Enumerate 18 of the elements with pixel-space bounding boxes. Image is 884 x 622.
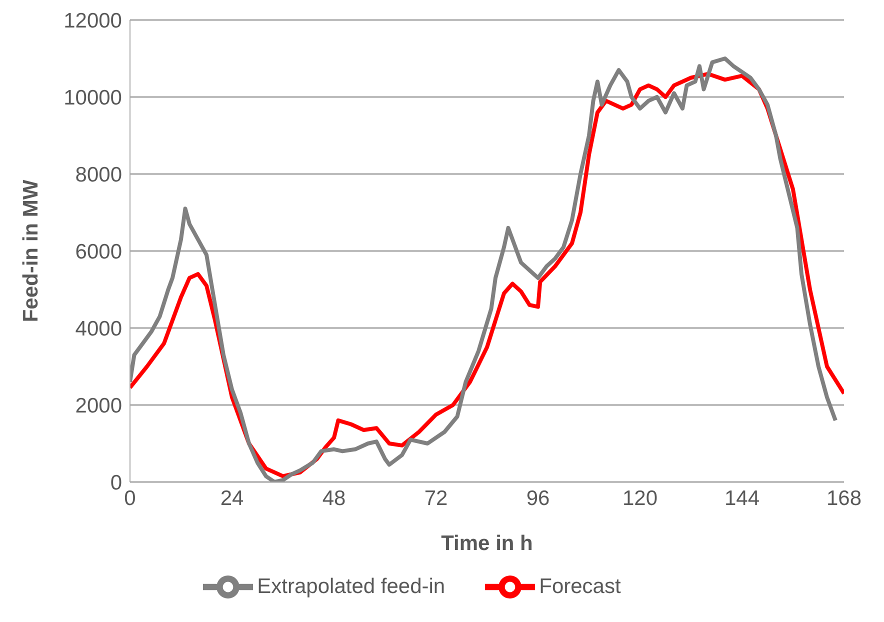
x-tick-label: 72 bbox=[424, 486, 448, 510]
x-tick-label: 168 bbox=[826, 486, 862, 510]
x-tick-label: 24 bbox=[220, 486, 244, 510]
x-tick-label: 48 bbox=[322, 486, 346, 510]
y-tick-label: 8000 bbox=[75, 163, 122, 186]
x-tick-label: 120 bbox=[622, 486, 658, 510]
legend-label: Forecast bbox=[539, 574, 621, 598]
y-tick-label: 12000 bbox=[64, 9, 122, 32]
y-tick-label: 0 bbox=[110, 471, 122, 494]
legend-label: Extrapolated feed-in bbox=[257, 574, 446, 598]
y-tick-label: 10000 bbox=[64, 86, 122, 110]
x-tick-label: 96 bbox=[526, 486, 550, 510]
y-tick-label: 4000 bbox=[75, 317, 122, 340]
x-axis-title: Time in h bbox=[441, 532, 533, 555]
x-tick-label: 144 bbox=[724, 486, 760, 510]
y-tick-label: 6000 bbox=[75, 240, 122, 264]
y-tick-label: 2000 bbox=[75, 394, 122, 418]
y-axis-title: Feed-in in MW bbox=[19, 180, 42, 322]
